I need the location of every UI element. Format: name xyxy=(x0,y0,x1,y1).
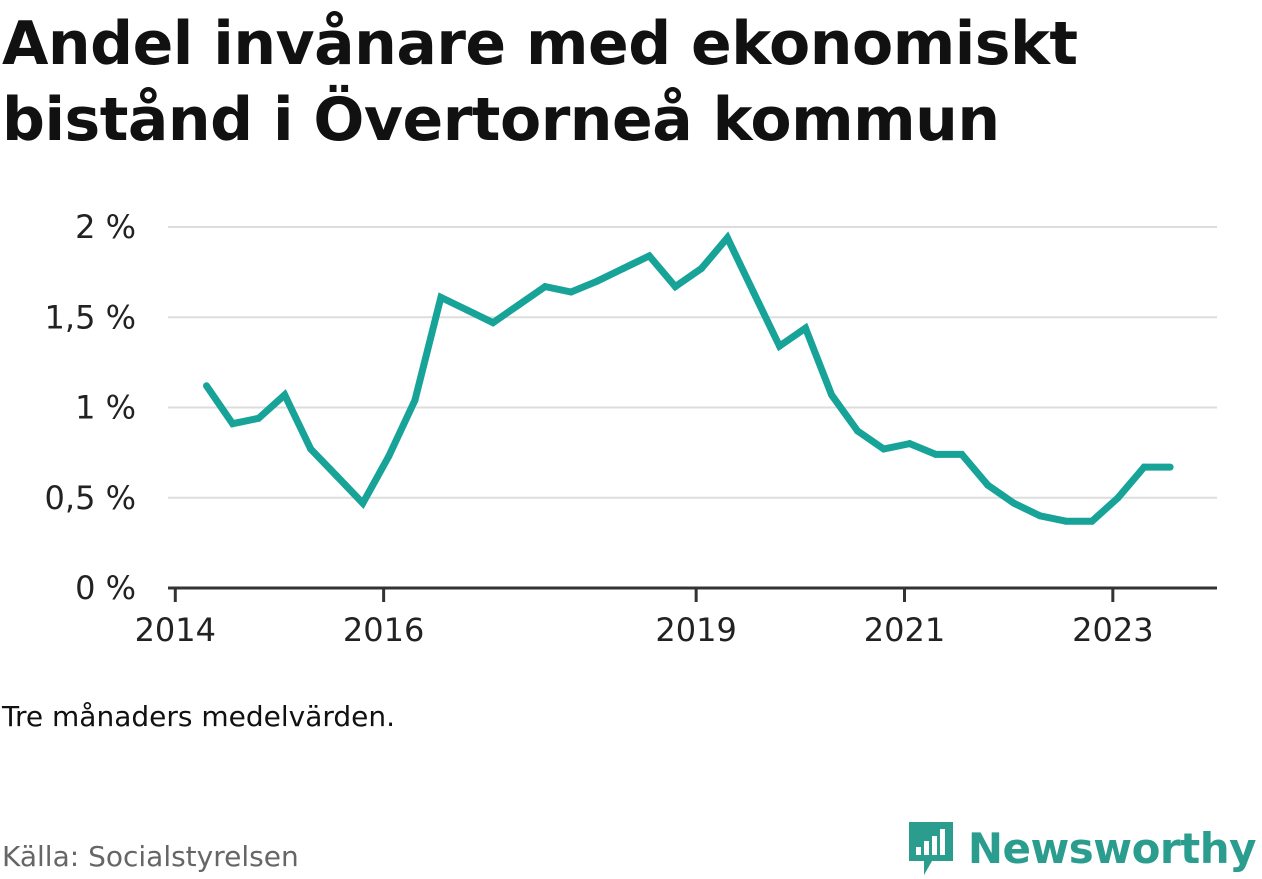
data-point xyxy=(723,234,731,242)
data-point xyxy=(958,450,966,458)
y-tick-label: 1 % xyxy=(75,389,136,427)
data-point xyxy=(984,481,992,489)
data-point xyxy=(802,324,809,332)
data-point xyxy=(749,288,757,296)
data-point xyxy=(229,420,237,428)
data-point xyxy=(776,342,783,350)
data-point xyxy=(1010,499,1018,507)
data-point xyxy=(437,293,445,301)
data-point xyxy=(1036,512,1044,520)
y-tick-label: 2 % xyxy=(75,208,136,246)
data-point xyxy=(880,445,888,453)
newsworthy-icon xyxy=(908,822,953,875)
data-point xyxy=(463,306,471,314)
data-point xyxy=(567,288,575,296)
data-point xyxy=(515,301,523,309)
data-point xyxy=(541,283,549,291)
x-tick-label: 2016 xyxy=(343,611,424,649)
data-point xyxy=(489,319,497,327)
data-point xyxy=(359,499,367,507)
data-point xyxy=(1140,463,1148,471)
data-point xyxy=(593,277,601,285)
data-point xyxy=(932,450,940,458)
newsworthy-logo: Newsworthy xyxy=(906,818,1257,878)
data-point xyxy=(333,472,341,480)
x-tick-label: 2021 xyxy=(864,611,945,649)
chart-note: Tre månaders medelvärden. xyxy=(2,700,396,733)
series-line xyxy=(203,231,1171,525)
y-tick-label: 0 % xyxy=(75,569,136,607)
brand-name: Newsworthy xyxy=(967,823,1257,873)
data-point xyxy=(645,252,653,260)
data-point xyxy=(619,265,627,272)
data-point xyxy=(697,265,705,272)
data-point xyxy=(854,427,862,435)
y-tick-label: 1,5 % xyxy=(45,298,136,336)
x-tick-label: 2019 xyxy=(655,611,736,649)
data-point xyxy=(255,414,263,422)
x-tick-label: 2014 xyxy=(135,611,216,649)
line-chart: 0 % 0,5 % 1 % 1,5 % 2 % 2014 2016 2019 2021 2023 xyxy=(45,208,1217,649)
data-point xyxy=(385,452,393,460)
source-text: Källa: Socialstyrelsen xyxy=(2,840,299,873)
data-point xyxy=(307,445,315,453)
data-point xyxy=(1088,517,1096,525)
grid-lines xyxy=(168,226,1217,499)
data-point xyxy=(1166,463,1174,471)
data-point xyxy=(906,440,914,448)
data-point xyxy=(1114,494,1122,502)
data-point xyxy=(828,391,836,399)
y-axis-ticks: 0 % 0,5 % 1 % 1,5 % 2 % xyxy=(45,208,136,607)
data-point xyxy=(281,391,289,399)
data-point xyxy=(671,283,679,291)
data-point xyxy=(203,382,210,390)
x-tick-label: 2023 xyxy=(1072,611,1153,649)
y-tick-label: 0,5 % xyxy=(45,479,136,517)
chart-title: Andel invånare med ekonomiskt bistånd i … xyxy=(2,9,1078,155)
series-group xyxy=(203,231,1174,525)
x-axis: 2014 2016 2019 2021 2023 xyxy=(135,586,1217,649)
data-point xyxy=(411,396,419,404)
data-point xyxy=(1062,517,1070,525)
